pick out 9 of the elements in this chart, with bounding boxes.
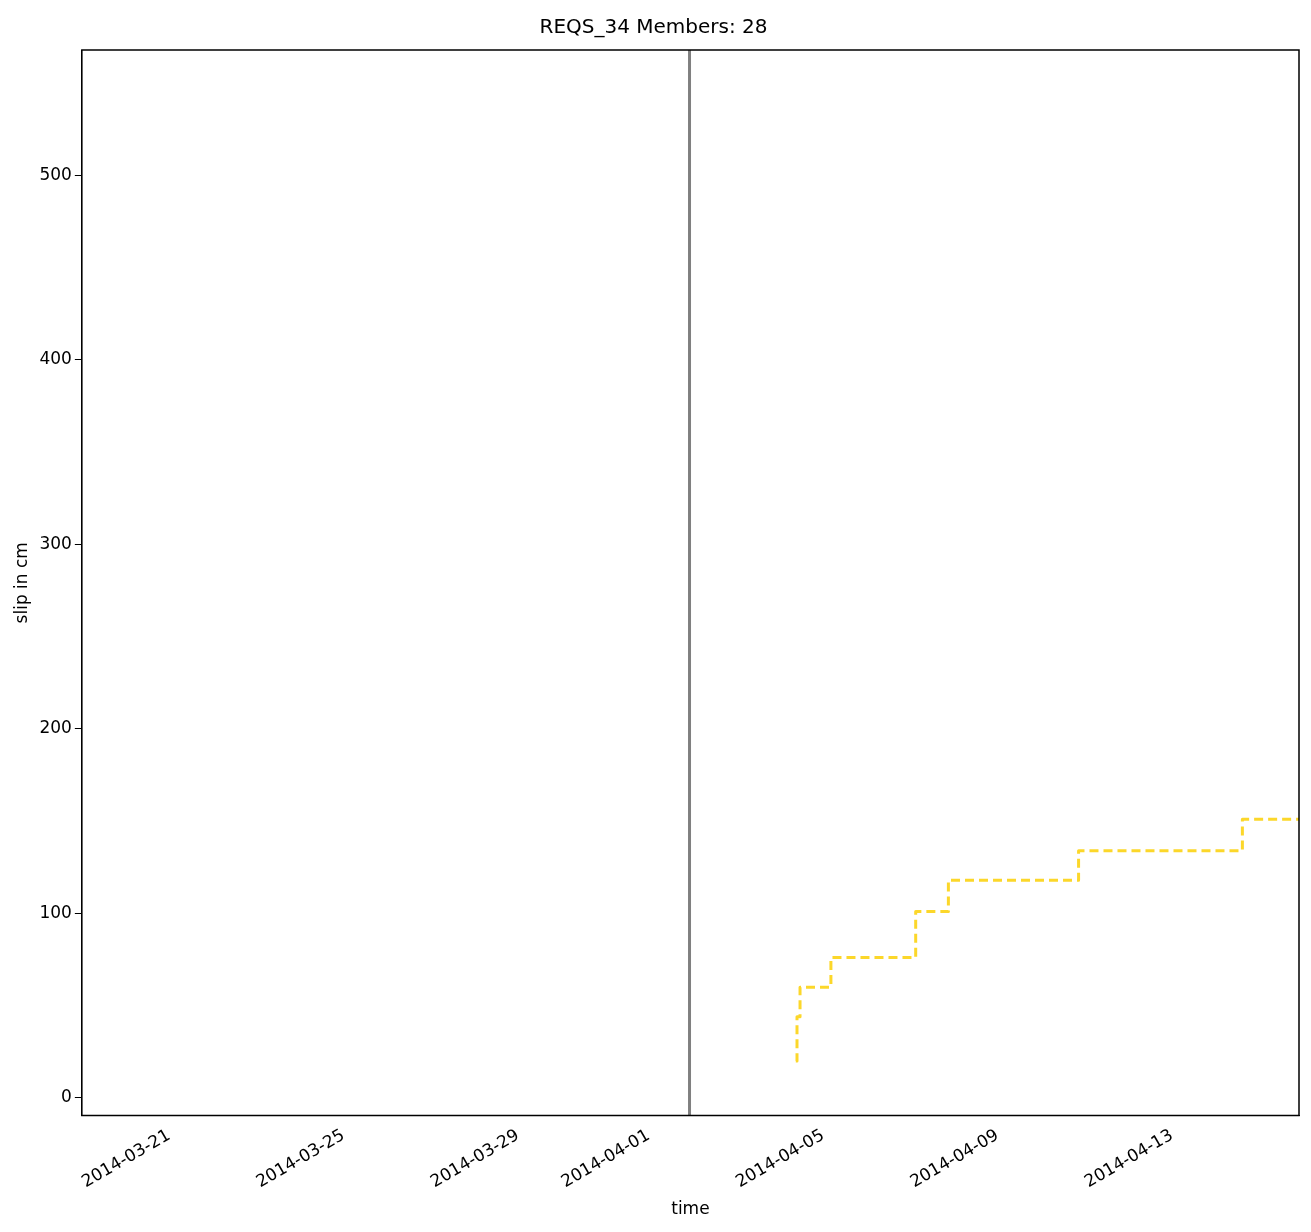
y-axis-title: slip in cm [10, 542, 31, 624]
y-tick-label: 200 [39, 717, 72, 738]
y-tick-label: 400 [39, 348, 72, 369]
y-tick-label: 0 [61, 1086, 72, 1107]
y-tick-label: 500 [39, 163, 72, 184]
y-tick-label: 100 [39, 901, 72, 922]
chart-title: REQS_34 Members: 28 [539, 14, 768, 39]
y-tick-label: 300 [39, 532, 72, 553]
x-axis-title: time [671, 1198, 710, 1219]
